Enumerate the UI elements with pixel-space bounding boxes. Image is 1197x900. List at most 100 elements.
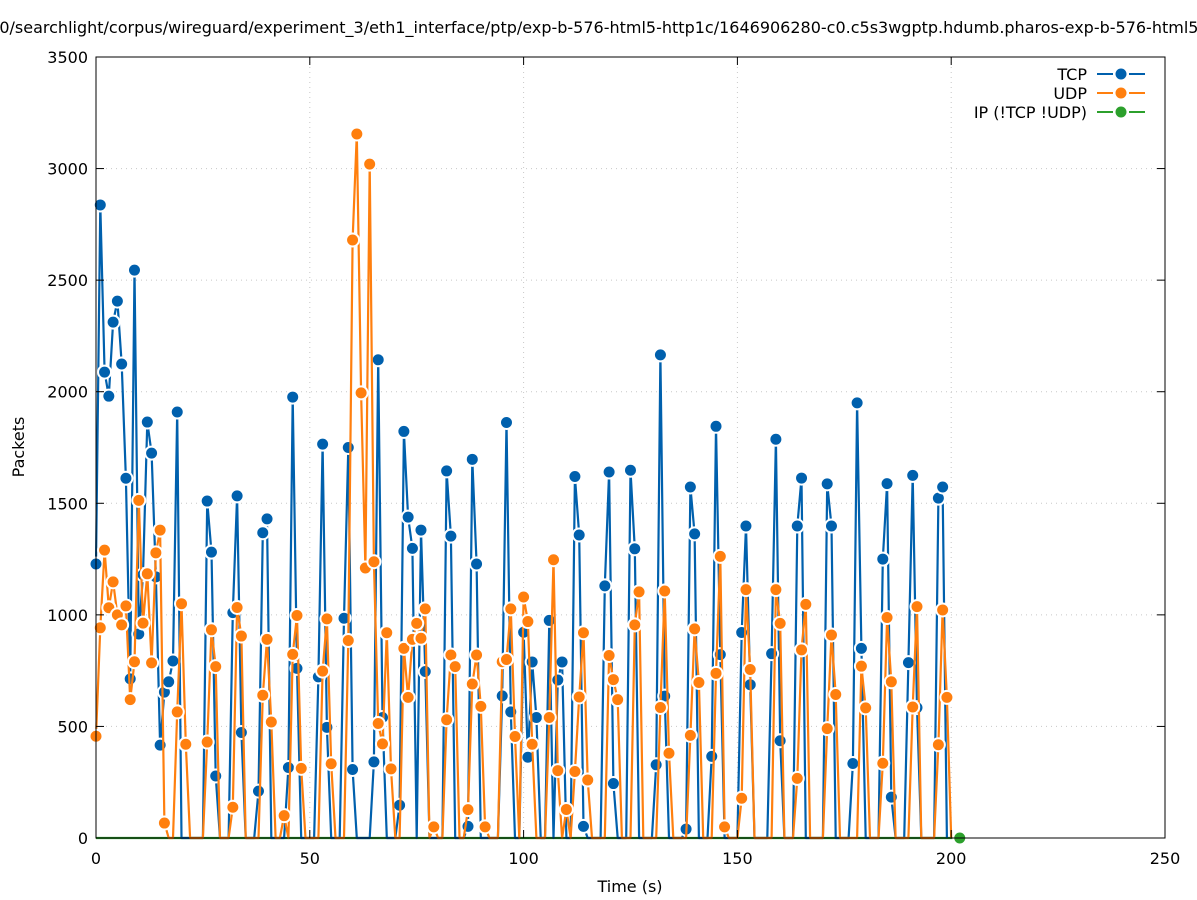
data-point — [575, 625, 591, 641]
data-point — [374, 736, 390, 752]
data-point — [909, 599, 925, 615]
data-point — [122, 692, 138, 708]
data-point — [443, 528, 459, 544]
data-point — [276, 808, 292, 824]
data-point — [648, 757, 664, 773]
data-point — [97, 364, 113, 380]
y-tick-label: 3500 — [47, 48, 88, 67]
data-point — [135, 615, 151, 631]
data-point — [280, 759, 296, 775]
data-point — [97, 542, 113, 558]
data-point — [601, 464, 617, 480]
legend-marker — [1115, 106, 1127, 118]
data-point — [883, 789, 899, 805]
data-point — [687, 621, 703, 637]
data-point — [879, 610, 895, 626]
data-point — [114, 617, 130, 633]
data-point — [661, 745, 677, 761]
data-point — [370, 716, 386, 732]
data-point — [772, 615, 788, 631]
data-point — [546, 552, 562, 568]
series-layer — [88, 126, 968, 846]
data-point — [623, 462, 638, 478]
data-point — [742, 662, 758, 678]
data-point — [259, 511, 275, 527]
data-point — [203, 544, 219, 560]
data-point — [250, 783, 266, 799]
data-point — [105, 314, 121, 330]
data-point — [704, 748, 720, 764]
data-point — [417, 601, 433, 617]
x-tick-label: 100 — [508, 849, 539, 868]
data-point — [819, 721, 835, 737]
data-point — [652, 699, 668, 715]
data-point — [879, 476, 895, 492]
data-point — [370, 352, 386, 368]
data-point — [823, 518, 839, 534]
data-point — [708, 665, 724, 681]
data-point — [139, 414, 155, 430]
data-point — [118, 470, 134, 486]
y-tick-label: 1000 — [47, 606, 88, 625]
data-point — [323, 756, 339, 772]
data-point — [289, 660, 305, 676]
data-point — [263, 714, 279, 730]
data-point — [798, 596, 814, 612]
data-point — [682, 727, 698, 743]
y-tick-label: 1500 — [47, 494, 88, 513]
data-point — [233, 724, 249, 740]
data-point — [148, 545, 164, 561]
data-point — [156, 815, 172, 831]
data-point — [400, 689, 416, 705]
data-point — [152, 737, 168, 753]
data-point — [464, 676, 480, 692]
data-point — [144, 655, 160, 671]
data-point — [203, 622, 219, 638]
x-tick-label: 0 — [91, 849, 101, 868]
data-point — [558, 801, 574, 817]
data-point — [285, 389, 301, 405]
data-point — [460, 818, 476, 834]
data-point — [875, 755, 891, 771]
data-point — [520, 614, 536, 630]
data-point — [152, 522, 168, 538]
data-point — [161, 674, 177, 690]
data-point — [92, 620, 108, 636]
data-point — [208, 768, 224, 784]
data-point — [379, 625, 395, 641]
data-point — [554, 654, 570, 670]
data-point — [114, 356, 130, 372]
data-point — [550, 672, 566, 688]
data-point — [819, 476, 835, 492]
data-point — [340, 440, 356, 455]
data-point — [366, 754, 382, 770]
legend-marker — [1115, 87, 1127, 99]
data-point — [571, 689, 587, 705]
data-point — [567, 764, 583, 780]
data-point — [794, 470, 810, 486]
data-point — [439, 463, 455, 479]
legend-marker — [1115, 68, 1127, 80]
data-point — [400, 509, 416, 525]
y-tick-label: 2000 — [47, 383, 88, 402]
chart-title-text: r0/searchlight/corpus/wireguard/experime… — [0, 18, 1197, 37]
legend-label: UDP — [1053, 84, 1087, 103]
data-point — [469, 556, 485, 572]
legend-entry: IP (!TCP !UDP) — [974, 103, 1145, 122]
data-point — [233, 628, 249, 644]
data-point — [229, 599, 245, 615]
data-point — [905, 467, 921, 483]
data-point — [169, 404, 185, 420]
data-point — [524, 654, 540, 670]
x-tick-label: 250 — [1150, 849, 1181, 868]
data-point — [567, 469, 583, 485]
data-point — [409, 615, 425, 631]
data-point — [687, 526, 703, 542]
data-point — [571, 527, 587, 543]
data-point — [439, 712, 455, 728]
data-point — [469, 647, 485, 663]
data-point — [413, 522, 429, 538]
data-point — [764, 646, 780, 662]
data-point — [199, 493, 215, 509]
data-point — [524, 736, 540, 752]
